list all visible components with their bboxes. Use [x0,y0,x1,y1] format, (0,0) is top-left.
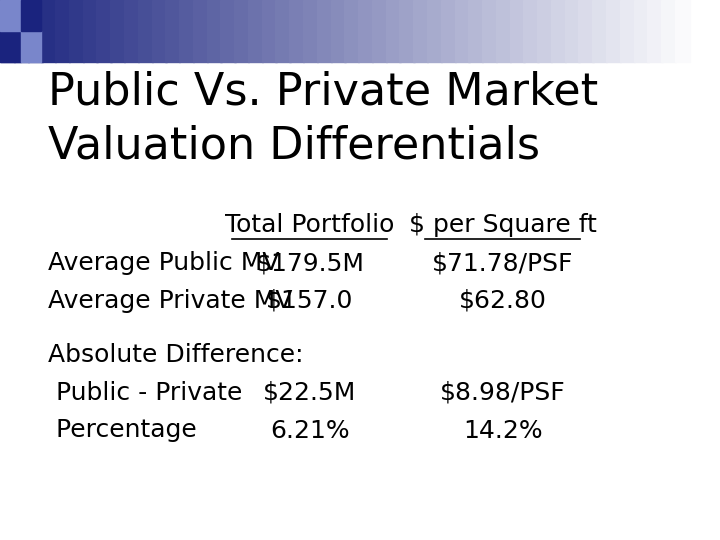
Text: Public - Private: Public - Private [48,381,243,404]
Bar [27,0,42,62]
Bar [551,0,566,62]
Bar [441,0,456,62]
Bar [289,0,305,62]
Bar [261,0,277,62]
Bar [413,0,428,62]
Bar [179,0,194,62]
Bar [372,0,387,62]
Text: $8.98/PSF: $8.98/PSF [440,381,566,404]
Bar [69,0,84,62]
Bar [276,0,291,62]
Bar [344,0,359,62]
Bar [647,0,662,62]
Text: $179.5M: $179.5M [256,251,364,275]
Bar [193,0,208,62]
Bar [620,0,635,62]
Bar [55,0,71,62]
Bar [0,0,21,31]
Bar [166,0,181,62]
Bar [0,31,21,62]
Bar [317,0,332,62]
Bar [234,0,249,62]
Text: 6.21%: 6.21% [270,418,350,442]
Bar [675,0,690,62]
Bar [303,0,318,62]
Text: $22.5M: $22.5M [264,381,356,404]
Bar [400,0,415,62]
Bar [564,0,580,62]
Bar [537,0,552,62]
Bar [427,0,442,62]
Bar [606,0,621,62]
Bar [21,0,41,31]
Bar [661,0,676,62]
Bar [138,0,153,62]
Bar [468,0,483,62]
Bar [220,0,235,62]
Bar [330,0,346,62]
Bar [41,0,56,62]
Bar [482,0,498,62]
Bar [358,0,373,62]
Bar [21,31,41,62]
Text: Total Portfolio: Total Portfolio [225,213,395,237]
Bar [523,0,539,62]
Bar [151,0,166,62]
Bar [496,0,511,62]
Bar [0,0,15,62]
Bar [96,0,112,62]
Bar [454,0,469,62]
Text: Valuation Differentials: Valuation Differentials [48,124,540,167]
Text: 14.2%: 14.2% [463,418,543,442]
Text: Percentage: Percentage [48,418,197,442]
Text: $62.80: $62.80 [459,289,546,313]
Bar [110,0,125,62]
Text: $157.0: $157.0 [266,289,354,313]
Text: $ per Square ft: $ per Square ft [409,213,597,237]
Text: $71.78/PSF: $71.78/PSF [432,251,574,275]
Bar [386,0,401,62]
Text: Absolute Difference:: Absolute Difference: [48,343,304,367]
Bar [248,0,263,62]
Bar [593,0,608,62]
Bar [634,0,649,62]
Bar [578,0,594,62]
Text: Public Vs. Private Market: Public Vs. Private Market [48,70,598,113]
Bar [83,0,98,62]
Bar [207,0,222,62]
Bar [510,0,525,62]
Text: Average Private MV: Average Private MV [48,289,293,313]
Bar [124,0,139,62]
Text: Average Public MV: Average Public MV [48,251,279,275]
Bar [14,0,29,62]
